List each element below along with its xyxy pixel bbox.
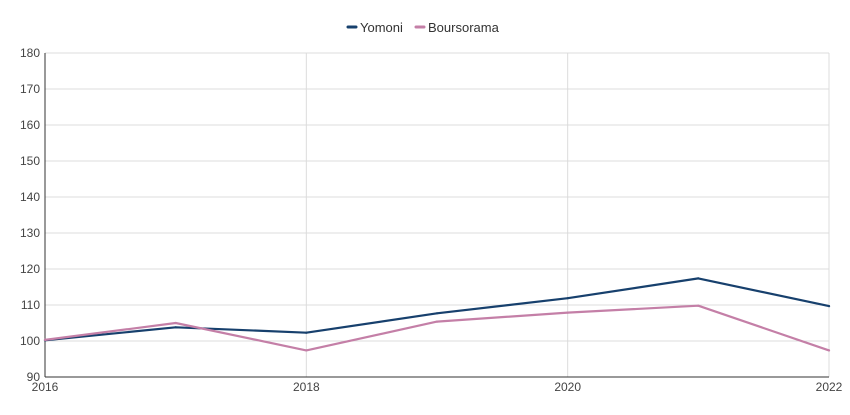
data-point-yomoni [827,305,831,308]
legend-item-boursorama[interactable]: Boursorama [414,20,500,35]
y-tick-label: 180 [20,46,40,60]
y-tick-label: 120 [20,262,40,276]
data-point-boursorama [305,349,308,352]
y-tick-label: 90 [27,370,41,384]
data-point-yomoni [174,326,177,329]
y-tick-label: 140 [20,190,40,204]
y-tick-label: 130 [20,226,40,240]
data-point-boursorama [827,349,831,352]
data-point-yomoni [305,331,308,334]
data-point-yomoni [697,277,700,280]
y-tick-label: 150 [20,154,40,168]
data-point-yomoni [435,312,439,315]
y-tick-label: 170 [20,82,40,96]
data-point-yomoni [566,297,569,300]
data-point-boursorama [43,338,47,341]
data-point-boursorama [566,311,569,314]
x-tick-label: 2020 [554,380,581,394]
y-tick-label: 100 [20,334,40,348]
legend-label: Boursorama [428,20,500,35]
data-point-boursorama [697,304,700,307]
x-tick-label: 2018 [293,380,320,394]
axis-layer: 90 100 110 120 130 140 150 160 170 180 2016 2018 202… [20,46,843,394]
y-tick-label: 110 [21,298,40,312]
x-tick-label: 2016 [32,380,59,394]
x-tick-label: 2022 [816,380,843,394]
legend[interactable]: Yomoni Boursorama [346,20,500,35]
data-point-boursorama [174,321,177,325]
series-layer [43,277,831,352]
y-tick-label: 160 [20,118,40,132]
data-point-boursorama [435,320,439,323]
legend-label: Yomoni [360,20,403,35]
legend-item-yomoni[interactable]: Yomoni [346,20,403,35]
